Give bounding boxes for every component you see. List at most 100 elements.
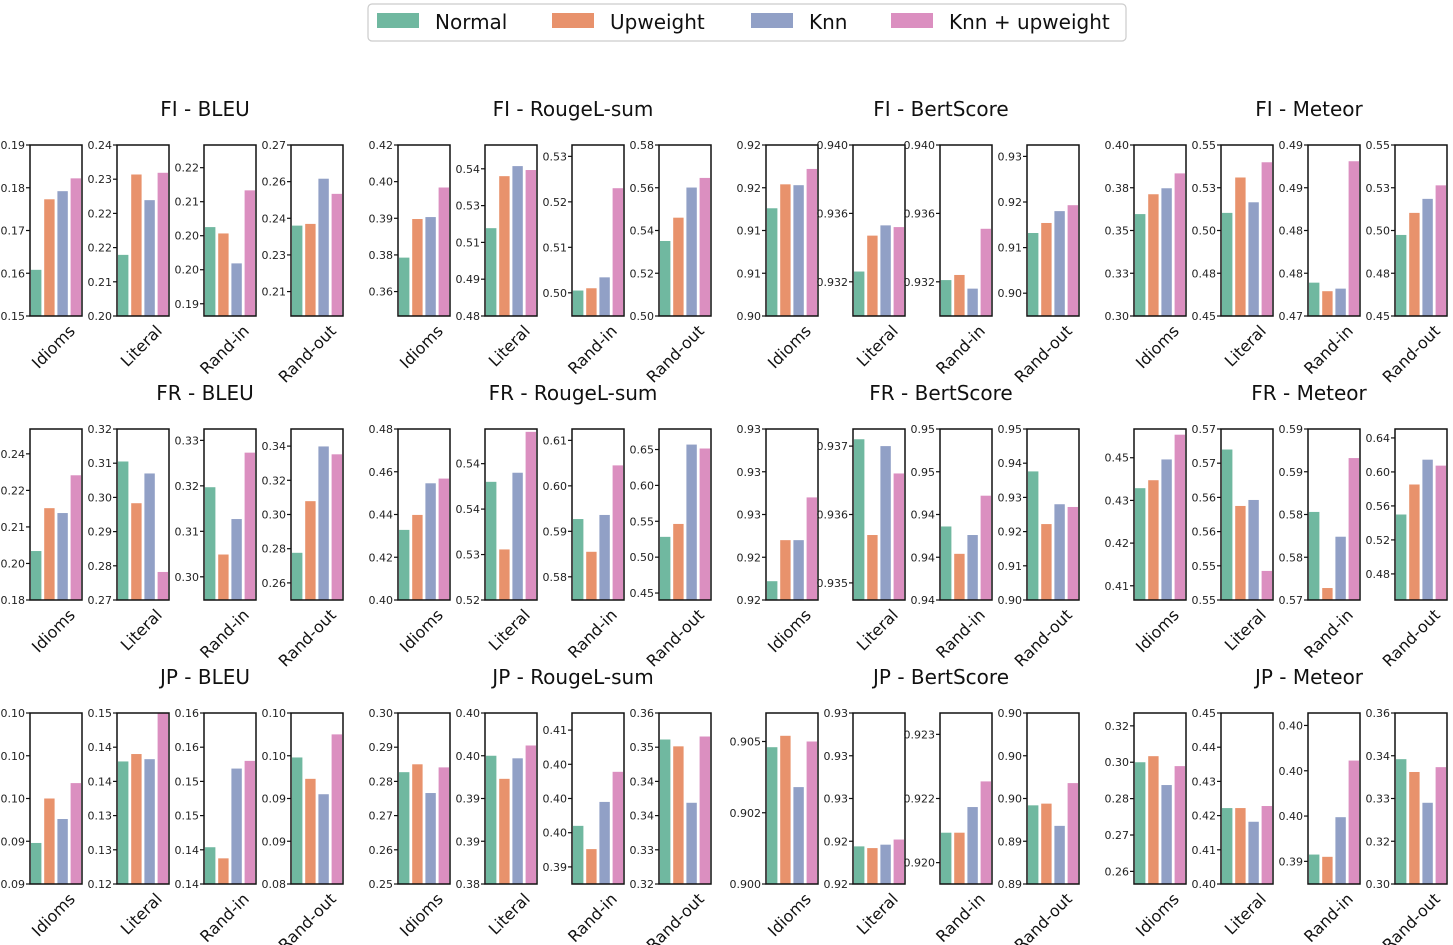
x-tick-label: Idioms bbox=[1132, 889, 1183, 940]
bar bbox=[231, 768, 242, 884]
y-tick-label: 0.936 bbox=[817, 509, 849, 522]
y-tick-label: 0.33 bbox=[1366, 793, 1391, 806]
y-tick-label: 0.36 bbox=[630, 707, 655, 720]
y-tick-label: 0.32 bbox=[175, 480, 200, 493]
y-tick-label: 0.58 bbox=[543, 571, 568, 584]
bar bbox=[1222, 449, 1233, 600]
y-tick-label: 0.40 bbox=[543, 793, 568, 806]
y-tick-label: 0.55 bbox=[630, 515, 655, 528]
bar bbox=[231, 519, 242, 600]
bar bbox=[1322, 291, 1333, 316]
y-tick-label: 0.31 bbox=[88, 457, 113, 470]
bar bbox=[941, 280, 952, 316]
y-tick-label: 0.94 bbox=[911, 509, 936, 522]
x-tick-label: Literal bbox=[117, 889, 166, 938]
y-tick-label: 0.30 bbox=[1105, 756, 1130, 769]
y-tick-label: 0.60 bbox=[543, 480, 568, 493]
subplot: 0.20 0.21 0.22 0.22 0.23 0.24 Literal bbox=[88, 139, 170, 370]
bar bbox=[318, 178, 329, 316]
y-tick-label: 0.91 bbox=[998, 560, 1023, 573]
y-tick-label: 0.15 bbox=[88, 707, 113, 720]
bar bbox=[44, 508, 55, 600]
bar bbox=[1148, 480, 1159, 600]
y-tick-label: 0.93 bbox=[824, 750, 849, 763]
bar bbox=[854, 271, 865, 316]
y-tick-label: 0.55 bbox=[1192, 594, 1217, 607]
y-tick-label: 0.39 bbox=[1279, 855, 1304, 868]
bar bbox=[144, 759, 155, 884]
axes-frame bbox=[1133, 428, 1187, 601]
bar bbox=[1435, 185, 1446, 316]
bar bbox=[699, 736, 710, 884]
bar bbox=[305, 778, 316, 884]
y-tick-label: 0.33 bbox=[1105, 267, 1130, 280]
bar bbox=[980, 781, 991, 884]
subplot: 0.30 0.33 0.35 0.38 0.40 Idioms bbox=[1105, 139, 1187, 372]
bar bbox=[941, 526, 952, 600]
bar bbox=[599, 514, 610, 600]
subplot: 0.32 0.33 0.34 0.34 0.35 0.36 Rand-out bbox=[630, 707, 712, 945]
y-tick-label: 0.49 bbox=[1279, 139, 1304, 152]
y-tick-label: 0.92 bbox=[737, 139, 762, 152]
y-tick-label: 0.43 bbox=[1192, 775, 1217, 788]
y-tick-label: 0.94 bbox=[911, 551, 936, 564]
bar bbox=[941, 832, 952, 884]
subplot: 0.89 0.89 0.90 0.90 0.90 Rand-out bbox=[998, 707, 1080, 945]
y-tick-label: 0.55 bbox=[1192, 560, 1217, 573]
bar bbox=[612, 188, 623, 316]
bar bbox=[686, 187, 697, 316]
bar bbox=[867, 235, 878, 316]
y-tick-label: 0.35 bbox=[630, 741, 655, 754]
y-tick-label: 0.940 bbox=[904, 139, 936, 152]
y-tick-label: 0.92 bbox=[737, 182, 762, 195]
bar bbox=[244, 190, 255, 316]
bar bbox=[767, 208, 778, 316]
bar bbox=[499, 778, 510, 884]
bar bbox=[806, 497, 817, 600]
bar bbox=[1322, 856, 1333, 884]
bar bbox=[399, 772, 410, 884]
bar bbox=[660, 739, 671, 884]
legend-swatch bbox=[552, 13, 594, 28]
bar bbox=[1174, 173, 1185, 316]
y-tick-label: 0.33 bbox=[175, 434, 200, 447]
bar bbox=[673, 746, 684, 884]
axes-frame bbox=[397, 144, 451, 317]
y-tick-label: 0.95 bbox=[998, 423, 1023, 436]
bar bbox=[880, 225, 891, 316]
y-tick-label: 0.26 bbox=[262, 577, 287, 590]
bar bbox=[699, 448, 710, 600]
y-tick-label: 0.32 bbox=[262, 474, 287, 487]
y-tick-label: 0.14 bbox=[175, 844, 200, 857]
bar bbox=[331, 454, 342, 600]
y-tick-label: 0.26 bbox=[262, 176, 287, 189]
y-tick-label: 0.39 bbox=[456, 793, 481, 806]
bar bbox=[1235, 808, 1246, 884]
y-tick-label: 0.13 bbox=[88, 810, 113, 823]
y-tick-label: 0.65 bbox=[630, 444, 655, 457]
x-tick-label: Rand-in bbox=[196, 605, 253, 662]
y-tick-label: 0.33 bbox=[630, 844, 655, 857]
y-tick-label: 0.28 bbox=[369, 775, 394, 788]
bar bbox=[44, 798, 55, 884]
bar bbox=[954, 832, 965, 884]
axes-frame bbox=[1220, 428, 1274, 601]
bar bbox=[612, 771, 623, 884]
bar bbox=[1174, 766, 1185, 884]
bar bbox=[980, 228, 991, 316]
bar bbox=[967, 535, 978, 600]
y-tick-label: 0.48 bbox=[456, 310, 481, 323]
bar bbox=[157, 172, 168, 316]
bar bbox=[486, 755, 497, 884]
bar bbox=[1222, 212, 1233, 316]
subplot: 0.40 0.42 0.44 0.46 0.48 Idioms bbox=[369, 423, 451, 656]
bar bbox=[331, 734, 342, 884]
y-tick-label: 0.40 bbox=[456, 707, 481, 720]
x-tick-label: Idioms bbox=[396, 889, 447, 940]
y-tick-label: 0.93 bbox=[824, 707, 849, 720]
y-tick-label: 0.48 bbox=[1192, 267, 1217, 280]
bar bbox=[31, 842, 42, 884]
axes-frame bbox=[397, 712, 451, 885]
bar bbox=[854, 439, 865, 600]
